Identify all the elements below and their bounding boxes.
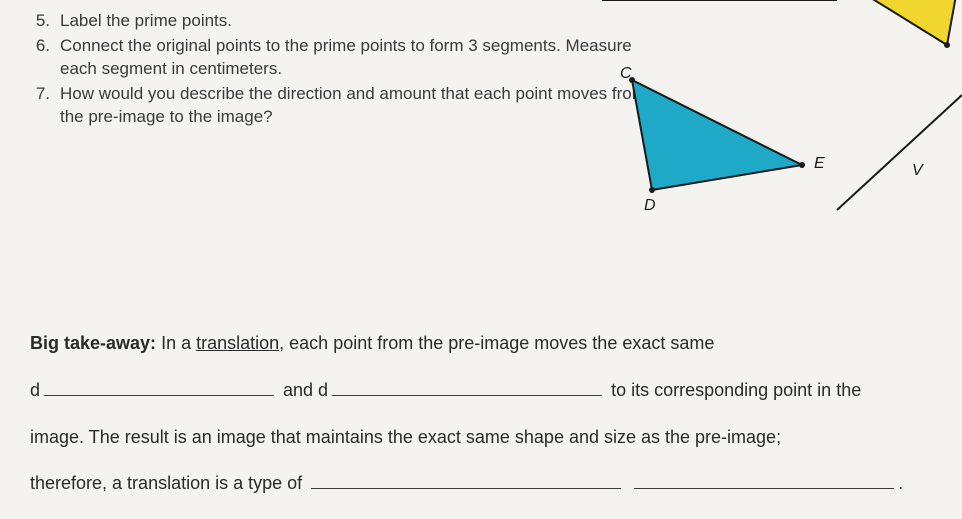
big-takeaway: Big take-away: In a translation, each po… bbox=[30, 320, 932, 507]
and-d: and d bbox=[278, 380, 328, 400]
takeaway-t3: to its corresponding point in the bbox=[606, 380, 861, 400]
label-e: E bbox=[814, 155, 825, 172]
vertex-e-dot bbox=[799, 162, 805, 168]
question-item: 7. How would you describe the direction … bbox=[30, 83, 650, 129]
takeaway-line-1: Big take-away: In a translation, each po… bbox=[30, 320, 932, 367]
takeaway-t5: therefore, a translation is a type of bbox=[30, 473, 307, 493]
takeaway-lead: Big take-away: bbox=[30, 333, 156, 353]
takeaway-line-4: therefore, a translation is a type of . bbox=[30, 460, 932, 507]
vertex-d-dot bbox=[649, 187, 655, 193]
question-text: Connect the original points to the prime… bbox=[60, 35, 650, 81]
question-text: Label the prime points. bbox=[60, 10, 650, 33]
label-c: C bbox=[620, 65, 632, 82]
question-number: 6. bbox=[30, 35, 60, 81]
question-number: 5. bbox=[30, 10, 60, 33]
question-item: 6. Connect the original points to the pr… bbox=[30, 35, 650, 81]
d-prefix-1: d bbox=[30, 380, 40, 400]
question-list: 5. Label the prime points. 6. Connect th… bbox=[30, 10, 650, 129]
blank-3 bbox=[311, 470, 621, 490]
blank-2 bbox=[332, 376, 602, 396]
line-v-seg bbox=[837, 95, 962, 210]
yellow-vertex-dot bbox=[944, 42, 950, 48]
question-text: How would you describe the direction and… bbox=[60, 83, 650, 129]
takeaway-t2: , each point from the pre-image moves th… bbox=[279, 333, 714, 353]
blue-triangle bbox=[632, 80, 802, 190]
takeaway-line-2: d and d to its corresponding point in th… bbox=[30, 367, 932, 414]
label-d: D bbox=[644, 197, 656, 214]
question-item: 5. Label the prime points. bbox=[30, 10, 650, 33]
yellow-triangle bbox=[842, 0, 957, 45]
period: . bbox=[898, 473, 903, 493]
label-v: V bbox=[912, 162, 924, 179]
question-number: 7. bbox=[30, 83, 60, 129]
takeaway-t1: In a bbox=[161, 333, 196, 353]
translation-word: translation bbox=[196, 333, 279, 353]
geometry-figure: C D E V bbox=[602, 0, 962, 230]
takeaway-line-3: image. The result is an image that maint… bbox=[30, 414, 932, 461]
figure-area: C D E V bbox=[602, 0, 962, 230]
blank-4 bbox=[634, 470, 894, 490]
blank-1 bbox=[44, 376, 274, 396]
